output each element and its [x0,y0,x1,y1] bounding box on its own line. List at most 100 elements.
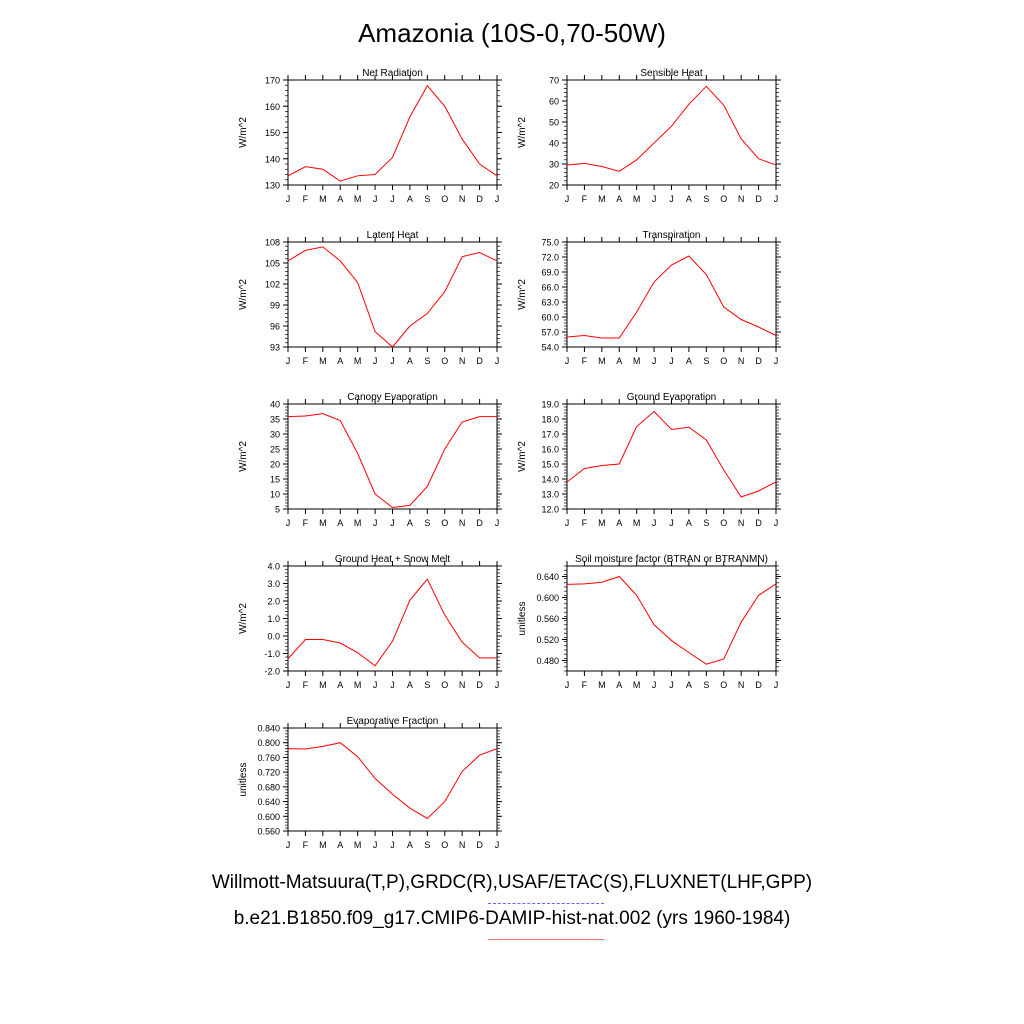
x-tick-label: O [720,356,727,366]
x-tick-label: J [774,194,779,204]
x-tick-label: A [616,356,622,366]
x-tick-label: A [407,518,413,528]
x-tick-label: J [652,680,657,690]
x-tick-label: F [303,680,309,690]
y-tick-label: 0.640 [536,572,559,582]
panel-title: Net Radiation [362,68,423,79]
y-tick-label: 0.520 [536,635,559,645]
y-tick-label: 0.480 [536,656,559,666]
x-tick-label: N [459,840,466,850]
x-tick-label: A [686,680,692,690]
y-tick-label: 0.720 [257,768,280,778]
x-tick-label: A [407,840,413,850]
x-tick-label: J [373,840,378,850]
plot-frame [566,79,777,186]
series-line [287,246,498,348]
y-tick-label: 10 [270,490,280,500]
y-axis-label: W/m^2 [238,603,249,634]
y-tick-label: 99 [270,301,280,311]
y-axis-label: W/m^2 [238,441,249,472]
y-axis-label: W/m^2 [238,117,249,148]
y-tick-label: 30 [270,430,280,440]
x-tick-label: J [390,840,395,850]
series-line [566,85,777,172]
x-tick-label: J [774,518,779,528]
y-tick-label: 30 [549,160,559,170]
y-tick-label: 18.0 [541,415,559,425]
x-tick-label: J [565,194,570,204]
legend-observations-swatch [488,903,604,904]
x-tick-label: F [303,840,309,850]
plot-frame [287,241,498,348]
y-tick-label: 35 [270,415,280,425]
y-tick-label: 66.0 [541,283,559,293]
plot-frame [566,565,777,672]
panel-title: Soil moisture factor (BTRAN or BTRANMN) [575,554,768,565]
legend-model-swatch [488,939,604,940]
y-tick-label: 0.680 [257,782,280,792]
y-tick-label: 0.560 [257,827,280,837]
x-tick-label: J [495,840,500,850]
x-tick-label: S [424,680,430,690]
x-tick-label: S [703,680,709,690]
x-tick-label: M [319,840,327,850]
y-tick-label: 60.0 [541,313,559,323]
series-line [566,575,777,665]
x-tick-label: O [720,194,727,204]
panel-title: Sensible Heat [640,68,702,79]
x-tick-label: J [286,194,291,204]
x-tick-label: A [337,680,343,690]
x-tick-label: O [720,518,727,528]
x-tick-label: O [441,680,448,690]
x-tick-label: D [755,356,762,366]
x-tick-label: J [774,680,779,690]
series-line [566,255,777,339]
y-tick-label: 13.0 [541,490,559,500]
y-tick-label: 0.840 [257,724,280,734]
x-tick-label: N [459,518,466,528]
y-tick-label: 1.0 [267,614,280,624]
x-tick-label: J [669,194,674,204]
x-tick-label: D [755,518,762,528]
x-tick-label: J [669,356,674,366]
x-tick-label: F [582,518,588,528]
y-tick-label: 15.0 [541,460,559,470]
x-tick-label: F [582,356,588,366]
x-tick-label: O [441,356,448,366]
y-axis-label: W/m^2 [517,441,528,472]
y-tick-label: 160 [265,102,280,112]
x-tick-label: N [738,356,745,366]
x-tick-label: M [354,680,362,690]
x-tick-label: N [738,680,745,690]
figure-title: Amazonia (10S-0,70-50W) [358,18,666,48]
x-tick-label: D [755,680,762,690]
x-tick-label: S [703,356,709,366]
x-tick-label: M [319,356,327,366]
y-tick-label: 5 [275,505,280,515]
x-tick-label: M [598,518,606,528]
y-tick-label: 2.0 [267,597,280,607]
x-tick-label: J [565,518,570,528]
y-tick-label: 0.600 [257,812,280,822]
plot-frame [287,79,498,186]
y-tick-label: 102 [265,280,280,290]
x-tick-label: F [303,194,309,204]
y-axis-label: unitless [517,602,528,636]
x-tick-label: D [755,194,762,204]
y-tick-label: 14.0 [541,475,559,485]
y-tick-label: 50 [549,118,559,128]
legend-model-label: b.e21.B1850.f09_g17.CMIP6-DAMIP-hist-nat… [233,908,791,929]
y-tick-label: 70 [549,76,559,86]
x-tick-label: J [565,680,570,690]
x-tick-label: A [686,518,692,528]
y-tick-label: 25 [270,445,280,455]
x-tick-label: N [459,680,466,690]
y-tick-label: 93 [270,343,280,353]
x-tick-label: D [476,840,483,850]
y-tick-label: 0.560 [536,614,559,624]
x-tick-label: M [598,680,606,690]
x-tick-label: S [424,194,430,204]
y-tick-label: 170 [265,76,280,86]
